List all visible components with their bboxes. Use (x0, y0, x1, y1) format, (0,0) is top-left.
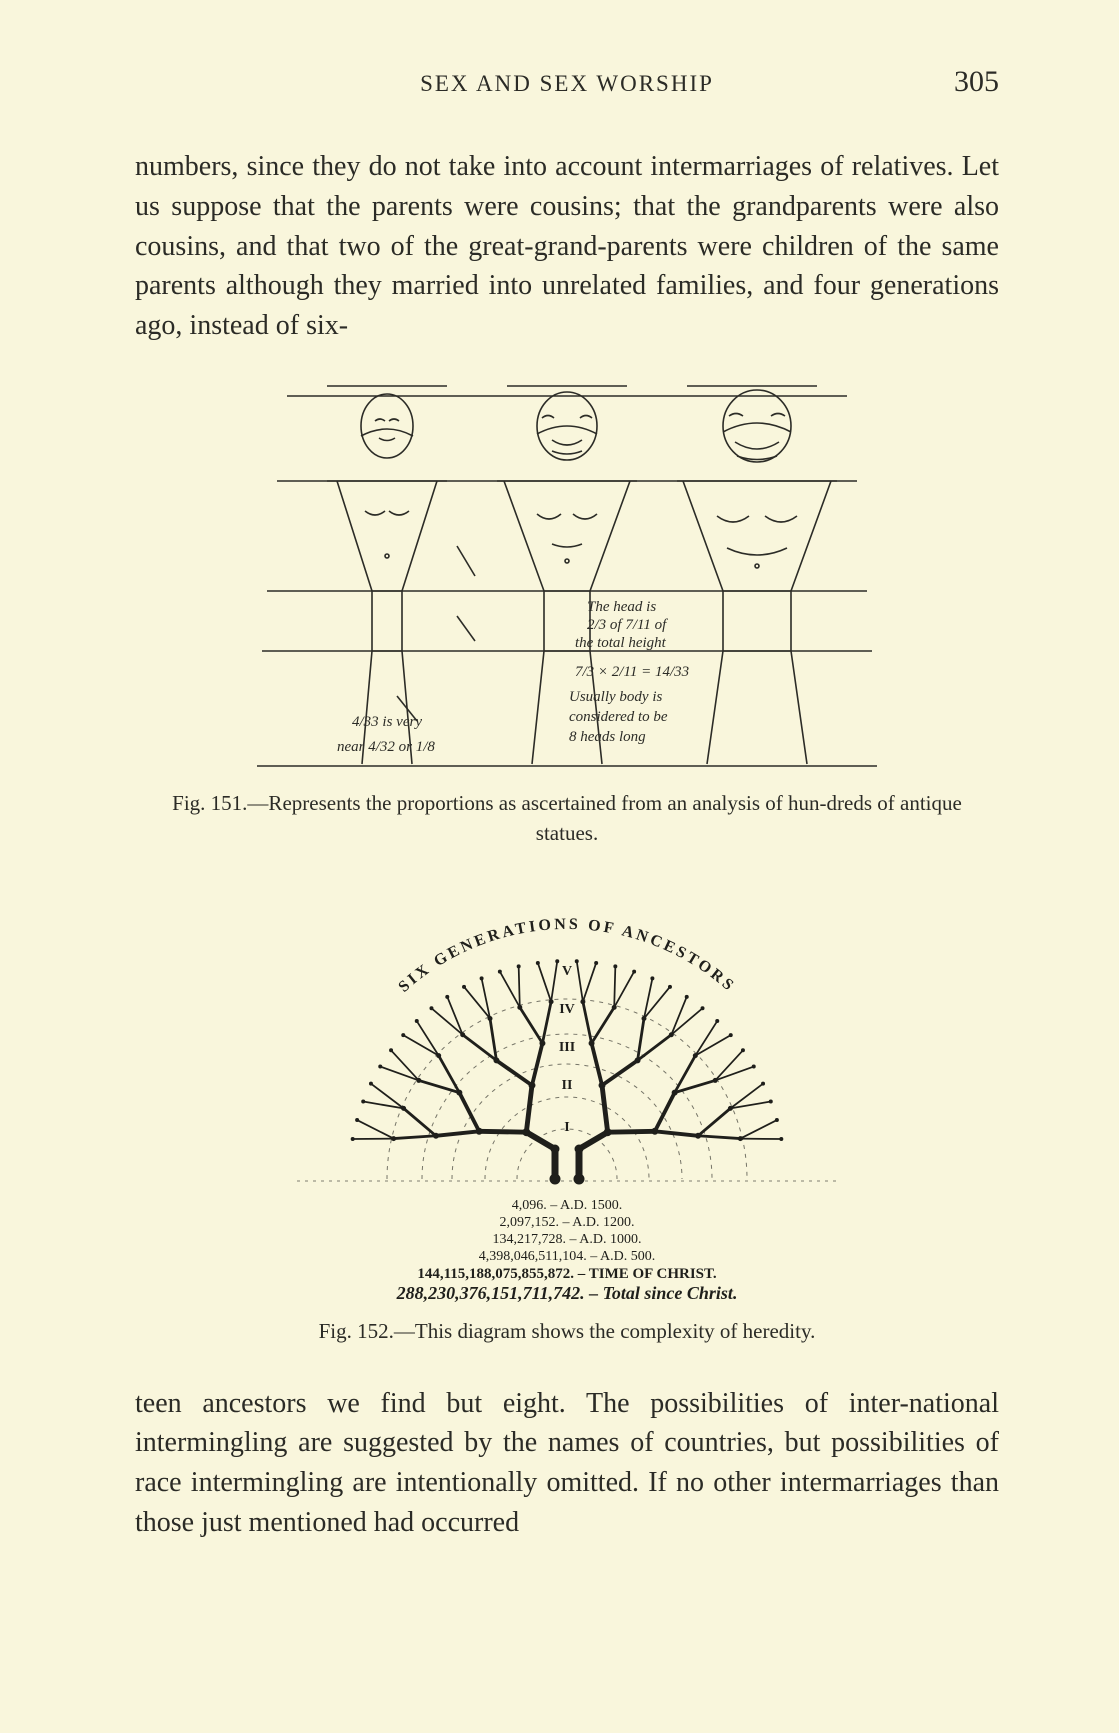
fig152-arc-label: SIX GENERATIONS OF ANCESTORS (395, 916, 738, 996)
page: SEX AND SEX WORSHIP 305 numbers, since t… (0, 0, 1119, 1733)
fig152-legend-1: 2,097,152. – A.D. 1200. (500, 1215, 635, 1230)
fig152-roman-5: V (562, 964, 572, 979)
fig152-legend-0: 4,096. – A.D. 1500. (512, 1198, 622, 1213)
fig151-right-note-1: 7/3 × 2/11 = 14/33 (575, 664, 689, 680)
fig151-left-note-2: near 4/32 or 1/8 (337, 739, 435, 755)
page-number: 305 (919, 65, 999, 99)
fig151-right-note-3: considered to be (569, 709, 668, 725)
fig151-mid-note-1: The head is (587, 599, 656, 615)
figure-152: SIX GENERATIONS OF ANCESTORS I II III IV… (135, 879, 999, 1309)
paragraph-2: teen ancestors we find but eight. The po… (135, 1384, 999, 1543)
fig152-legend-3: 4,398,046,511,104. – A.D. 500. (479, 1249, 655, 1264)
fig152-legend-4: 144,115,188,075,855,872. – TIME OF CHRIS… (417, 1266, 717, 1282)
fig151-right-note-2: Usually body is (569, 689, 662, 705)
fig151-left-note-1: 4/33 is very (352, 714, 422, 730)
fig152-roman-1: I (564, 1120, 569, 1135)
figure-151-caption: Fig. 151.—Represents the proportions as … (157, 788, 977, 849)
fig152-legend-2: 134,217,728. – A.D. 1000. (493, 1232, 642, 1247)
fig151-right-note-4: 8 heads long (569, 729, 646, 745)
figure-152-caption: Fig. 152.—This diagram shows the complex… (135, 1319, 999, 1344)
fig151-mid-note-3: the total height (575, 635, 667, 651)
fig152-roman-3: III (559, 1040, 575, 1055)
fig152-roman-2: II (562, 1078, 573, 1093)
fig151-mid-note-2: 2/3 of 7/11 of (587, 617, 668, 633)
running-title: SEX AND SEX WORSHIP (215, 71, 919, 97)
fig152-roman-4: IV (559, 1002, 575, 1017)
fig152-legend-5: 288,230,376,151,711,742. – Total since C… (396, 1283, 738, 1303)
running-head: SEX AND SEX WORSHIP 305 (135, 65, 999, 99)
figure-151: 4/33 is very near 4/32 or 1/8 The head i… (135, 376, 999, 776)
figure-151-svg: 4/33 is very near 4/32 or 1/8 The head i… (257, 376, 877, 776)
figure-152-svg: SIX GENERATIONS OF ANCESTORS I II III IV… (237, 879, 897, 1309)
paragraph-1: numbers, since they do not take into acc… (135, 147, 999, 346)
